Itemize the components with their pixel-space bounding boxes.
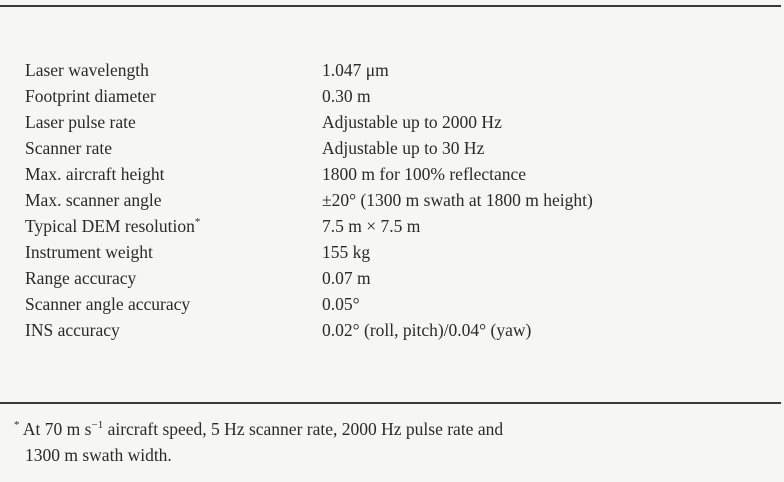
- footnote-marker: *: [194, 216, 201, 229]
- table-row: Scanner angle accuracy 0.05°: [25, 291, 593, 317]
- value-cell: 1800 m for 100% reflectance: [322, 164, 527, 184]
- footnote-line-2: 1300 m swath width.: [25, 445, 172, 465]
- parameter-cell: Footprint diameter: [25, 83, 322, 109]
- value-cell: 0.30 m: [322, 86, 371, 106]
- footnote-exponent: −1: [91, 419, 104, 432]
- parameter-label: Laser pulse rate: [25, 112, 136, 132]
- table-row: Laser wavelength 1.047 μm: [25, 57, 593, 83]
- value-cell: Adjustable up to 2000 Hz: [322, 112, 502, 132]
- parameter-cell: Instrument weight: [25, 239, 322, 265]
- parameter-cell: Range accuracy: [25, 265, 322, 291]
- table-row: Laser pulse rate Adjustable up to 2000 Hz: [25, 109, 593, 135]
- parameter-label: Max. aircraft height: [25, 164, 165, 184]
- parameter-label: Typical DEM resolution: [25, 216, 195, 236]
- parameter-cell: Laser pulse rate: [25, 109, 322, 135]
- parameter-cell: Scanner angle accuracy: [25, 291, 322, 317]
- footnote-line-1: * At 70 m s−1 aircraft speed, 5 Hz scann…: [14, 416, 780, 442]
- value-cell: 0.02° (roll, pitch)/0.04° (yaw): [322, 320, 532, 340]
- table-row: Max. scanner angle ±20° (1300 m swath at …: [25, 187, 593, 213]
- value-cell: 155 kg: [322, 242, 371, 262]
- parameter-cell: Max. scanner angle: [25, 187, 322, 213]
- value-cell: 1.047 μm: [322, 60, 389, 80]
- parameter-label: Range accuracy: [25, 268, 137, 288]
- footnote-text: At 70 m s: [22, 419, 92, 439]
- parameter-cell: Typical DEM resolution*: [25, 213, 322, 239]
- table-row: INS accuracy 0.02° (roll, pitch)/0.04° (y…: [25, 317, 593, 343]
- table-footnote: * At 70 m s−1 aircraft speed, 5 Hz scann…: [14, 416, 780, 468]
- parameter-label: Footprint diameter: [25, 86, 156, 106]
- table-row: Max. aircraft height 1800 m for 100% refl…: [25, 161, 593, 187]
- footnote-marker: *: [14, 419, 20, 432]
- parameter-label: Scanner rate: [25, 138, 112, 158]
- table-row: Scanner rate Adjustable up to 30 Hz: [25, 135, 593, 161]
- table-row: Footprint diameter 0.30 m: [25, 83, 593, 109]
- parameter-label: Laser wavelength: [25, 60, 149, 80]
- parameter-cell: INS accuracy: [25, 317, 322, 343]
- table-row: Range accuracy 0.07 m: [25, 265, 593, 291]
- value-cell: 0.05°: [322, 294, 360, 314]
- value-cell: 0.07 m: [322, 268, 371, 288]
- specifications-table: Laser wavelength 1.047 μm Footprint diamet…: [25, 57, 593, 343]
- table-row: Typical DEM resolution* 7.5 m × 7.5 m: [25, 213, 593, 239]
- table-top-rule: [0, 5, 781, 7]
- value-cell: ±20° (1300 m swath at 1800 m height): [322, 190, 593, 210]
- footnote-text-cont: aircraft speed, 5 Hz scanner rate, 2000 …: [103, 419, 504, 439]
- parameter-label: Max. scanner angle: [25, 190, 162, 210]
- parameter-cell: Laser wavelength: [25, 57, 322, 83]
- parameter-cell: Scanner rate: [25, 135, 322, 161]
- parameter-label: INS accuracy: [25, 320, 120, 340]
- value-cell: 7.5 m × 7.5 m: [322, 216, 421, 236]
- value-cell: Adjustable up to 30 Hz: [322, 138, 485, 158]
- parameter-cell: Max. aircraft height: [25, 161, 322, 187]
- parameter-label: Instrument weight: [25, 242, 153, 262]
- table-bottom-rule: [0, 402, 781, 404]
- table-row: Instrument weight 155 kg: [25, 239, 593, 265]
- parameter-label: Scanner angle accuracy: [25, 294, 191, 314]
